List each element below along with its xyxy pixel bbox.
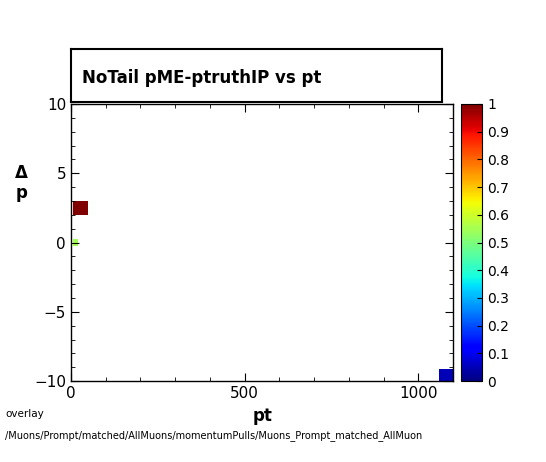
- Text: overlay: overlay: [5, 409, 44, 419]
- Text: NoTail pME-ptruthIP vs pt: NoTail pME-ptruthIP vs pt: [82, 69, 322, 87]
- Text: /Muons/Prompt/matched/AllMuons/momentumPulls/Muons_Prompt_matched_AllMuon: /Muons/Prompt/matched/AllMuons/momentumP…: [5, 431, 423, 442]
- Bar: [73, 239, 78, 246]
- Bar: [73, 201, 88, 215]
- Text: p: p: [16, 184, 28, 201]
- Text: Δ: Δ: [15, 164, 28, 182]
- Bar: [438, 369, 453, 381]
- X-axis label: pt: pt: [252, 407, 272, 425]
